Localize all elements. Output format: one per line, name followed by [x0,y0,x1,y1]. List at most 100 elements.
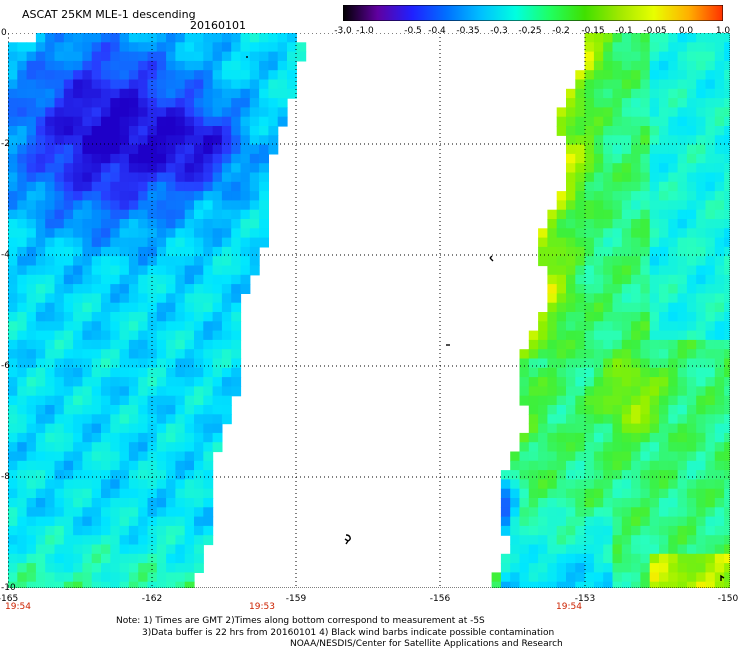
swath-cell [194,535,204,546]
swath-cell [714,70,725,81]
swath-cell [677,200,688,211]
swath-cell [566,581,576,588]
swath-cell [714,79,725,90]
swath-cell [203,479,214,490]
swath-cell [668,423,679,434]
swath-cell [649,126,660,136]
swath-cell [82,79,93,90]
swath-cell [63,544,74,555]
swath-cell [101,228,111,239]
swath-cell [45,256,56,267]
swath-cell [147,191,158,201]
swath-cell [175,507,186,518]
swath-cell [138,265,149,276]
swath-cell [603,581,614,588]
swath-cell [668,507,679,518]
swath-cell [566,563,576,573]
swath-cell [705,321,716,332]
swath-cell [500,516,511,527]
swath-cell [63,330,74,341]
swath-cell [724,209,730,220]
longitude-label: -150 [717,594,739,604]
swath-cell [584,442,595,453]
swath-cell [73,405,83,415]
swath-cell [45,191,56,201]
swath-cell [249,246,260,257]
swath-cell [705,488,716,499]
swath-cell [612,470,623,480]
swath-cell [63,293,74,304]
swath-cell [603,88,614,99]
swath-cell [138,246,149,257]
swath-cell [35,432,46,443]
swath-cell [547,265,558,276]
swath-cell [696,349,707,360]
swath-cell [528,553,539,564]
swath-cell [194,414,204,425]
swath-cell [26,219,37,229]
swath-cell [128,470,139,480]
swath-cell [82,581,93,588]
swath-cell [119,432,130,443]
swath-cell [194,209,204,220]
swath-cell [128,395,139,406]
swath-cell [175,209,186,220]
swath-cell [640,377,651,387]
swath-cell [35,525,46,536]
swath-cell [63,51,74,62]
swath-cell [277,33,288,43]
swath-cell [668,88,679,99]
swath-cell [8,358,18,369]
swath-cell [8,209,18,220]
swath-cell [45,88,56,99]
swath-cell [203,525,214,536]
swath-cell [73,246,83,257]
swath-cell [119,265,130,276]
swath-cell [603,237,614,248]
swath-cell [194,479,204,490]
swath-cell [175,553,186,564]
swath-cell [73,470,83,480]
swath-cell [593,144,604,155]
swath-cell [259,219,269,229]
swath-cell [538,553,548,564]
swath-cell [17,479,28,490]
swath-cell [668,144,679,155]
swath-cell [194,116,204,127]
swath-cell [249,200,260,211]
swath-cell [26,163,37,174]
swath-cell [166,386,176,397]
swath-cell [101,451,111,462]
swath-cell [17,535,28,546]
swath-cell [705,498,716,508]
swath-cell [147,535,158,546]
swath-cell [631,98,641,108]
swath-cell [714,228,725,239]
swath-cell [63,153,74,164]
swath-cell [147,126,158,136]
swath-cell [659,312,669,322]
swath-cell [194,553,204,564]
swath-cell [212,88,223,99]
swath-cell [17,525,28,536]
swath-cell [556,581,567,588]
swath-cell [659,256,669,267]
swath-cell [584,563,595,573]
swath-cell [26,563,37,573]
swath-cell [45,414,56,425]
swath-cell [26,330,37,341]
swath-cell [63,563,74,573]
colorbar-label: -0.15 [581,26,605,36]
swath-cell [677,219,688,229]
swath-cell [221,209,232,220]
mle-swath-map [8,33,730,588]
swath-cell [714,219,725,229]
swath-cell [8,516,18,527]
swath-cell [203,432,214,443]
swath-cell [110,414,121,425]
swath-cell [566,219,576,229]
swath-cell [8,60,18,71]
swath-cell [73,479,83,490]
swath-cell [26,237,37,248]
swath-cell [73,33,83,43]
